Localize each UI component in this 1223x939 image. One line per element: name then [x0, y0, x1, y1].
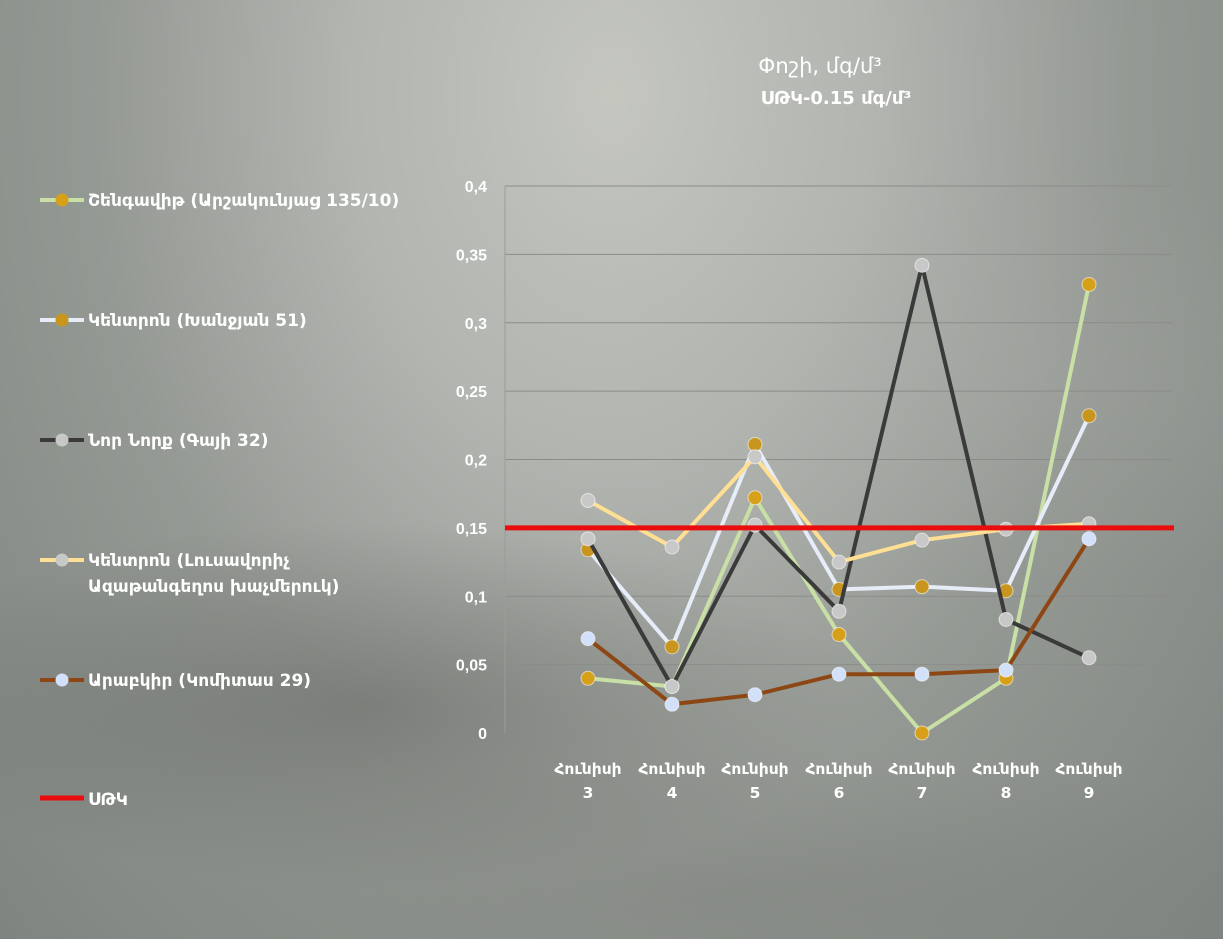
legend-label: Արաբկիր (Կոմիտաս 29) — [88, 671, 311, 691]
data-point — [1081, 408, 1097, 424]
x-tick-label-month: Հունիսի — [721, 760, 788, 778]
data-point — [831, 627, 847, 643]
data-point — [1081, 276, 1097, 292]
legend-label: Շենգավիթ (Արշակունյաց 135/10) — [88, 191, 399, 211]
series-5 — [580, 531, 1097, 712]
y-tick-label: 0,2 — [465, 453, 487, 470]
series-line — [586, 282, 1091, 735]
x-tick-label-month: Հունիսի — [888, 760, 955, 778]
legend-item: Կենտրոն (Լուսավորիչ Ազաթանգեղոս խաչմերուկ… — [40, 551, 339, 597]
data-point — [747, 490, 763, 506]
legend-item: Նոր Նորք (Գայի 32) — [40, 431, 268, 451]
legend-label: Կենտրոն (Լուսավորիչ Ազաթանգեղոս խաչմերուկ… — [88, 551, 339, 597]
data-point — [914, 666, 930, 682]
series-2 — [580, 408, 1097, 655]
y-tick-label: 0,1 — [465, 589, 487, 606]
x-tick-label-day: 3 — [583, 784, 594, 802]
chart-subtitle: ՍԹԿ-0.15 մգ/մ³ — [761, 88, 912, 109]
legend-marker-swatch — [55, 553, 69, 567]
y-tick-label: 0,05 — [456, 658, 487, 675]
x-tick-label-day: 6 — [834, 784, 845, 802]
legend-item: Շենգավիթ (Արշակունյաց 135/10) — [40, 191, 399, 211]
y-tick-label: 0,4 — [465, 179, 487, 196]
data-point — [914, 579, 930, 595]
data-point — [580, 631, 596, 647]
series-layer — [580, 257, 1097, 741]
legend-threshold-label: ՍԹԿ — [88, 790, 128, 810]
legend-label: Նոր Նորք (Գայի 32) — [88, 431, 268, 451]
series-line — [586, 454, 1091, 565]
data-point — [831, 666, 847, 682]
x-tick-label-month: Հունիսի — [638, 760, 705, 778]
legend-marker-swatch — [55, 313, 69, 327]
data-point — [1081, 531, 1097, 547]
chart-title: Փոշի, մգ/մ³ — [758, 54, 881, 78]
x-tick-label-month: Հունիսի — [1055, 760, 1122, 778]
data-point — [664, 679, 680, 695]
x-tick-label-day: 5 — [750, 784, 761, 802]
legend-marker-swatch — [55, 433, 69, 447]
y-tick-label: 0 — [478, 726, 487, 743]
x-tick-label-month: Հունիսի — [805, 760, 872, 778]
data-point — [914, 725, 930, 741]
x-tick-label-month: Հունիսի — [554, 760, 621, 778]
data-point — [747, 687, 763, 703]
data-point — [914, 532, 930, 548]
legend-item-threshold: ՍԹԿ — [40, 790, 128, 810]
data-point — [580, 670, 596, 686]
x-tick-label-month: Հունիսի — [972, 760, 1039, 778]
legend: Շենգավիթ (Արշակունյաց 135/10) Կենտրոն (Խա… — [40, 191, 399, 810]
x-axis-ticks: Հունիսի 3 Հունիսի 4 Հունիսի 5 Հունիսի 6 Հունիսի 7… — [554, 760, 1122, 802]
data-point — [831, 603, 847, 619]
y-tick-label: 0,35 — [456, 247, 487, 264]
x-tick-label-day: 4 — [667, 784, 678, 802]
data-point — [580, 493, 596, 509]
legend-label: Կենտրոն (Խանջյան 51) — [88, 311, 307, 331]
data-point — [998, 662, 1014, 678]
y-tick-label: 0,3 — [465, 316, 487, 333]
data-point — [747, 449, 763, 465]
data-point — [914, 257, 930, 273]
data-point — [998, 611, 1014, 627]
data-point — [580, 531, 596, 547]
y-tick-label: 0,25 — [456, 384, 487, 401]
data-point — [1081, 650, 1097, 666]
series-4 — [580, 449, 1097, 570]
legend-marker-swatch — [55, 673, 69, 687]
x-tick-label-day: 7 — [917, 784, 928, 802]
data-point — [664, 696, 680, 712]
x-tick-label-day: 9 — [1084, 784, 1095, 802]
y-tick-label: 0,15 — [456, 521, 487, 538]
legend-marker-swatch — [55, 193, 69, 207]
data-point — [664, 539, 680, 555]
data-point — [664, 639, 680, 655]
series-line — [586, 263, 1091, 689]
x-tick-label-day: 8 — [1001, 784, 1012, 802]
y-axis-ticks: 0 0,05 0,1 0,15 0,2 0,25 0,3 0,35 0,4 — [456, 179, 487, 743]
legend-item: Կենտրոն (Խանջյան 51) — [40, 311, 307, 331]
data-point — [831, 554, 847, 570]
legend-item: Արաբկիր (Կոմիտաս 29) — [40, 671, 311, 691]
